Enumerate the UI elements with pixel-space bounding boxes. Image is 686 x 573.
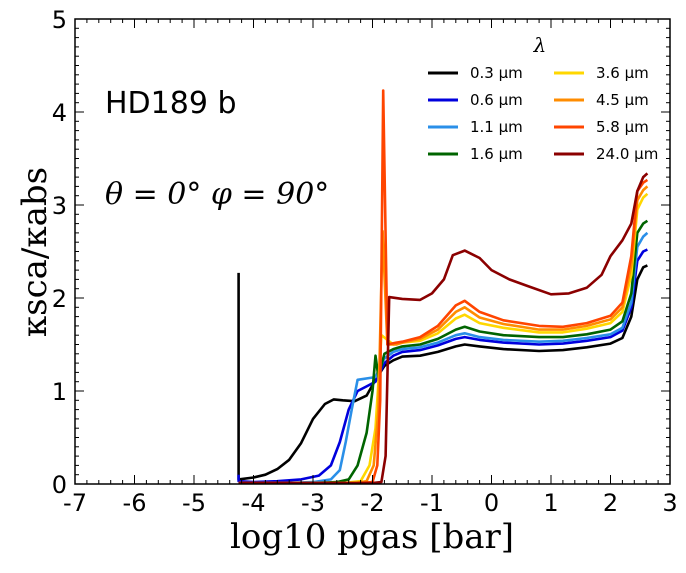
- series-line-2: [238, 231, 649, 485]
- legend: λ 0.3 μm 0.6 μm 1.1 μm 1.6 μm 3.6 μm 4.5 μm 5.…: [428, 33, 658, 163]
- legend-label: 1.6 μm: [470, 145, 523, 163]
- x-tick-label: -2: [361, 489, 385, 517]
- series-line-6: [238, 89, 649, 485]
- x-tick-label: -6: [123, 489, 147, 517]
- planet-annotation: HD189 b: [105, 86, 237, 121]
- legend-label: 0.3 μm: [470, 64, 523, 82]
- angles-annotation: θ = 0° φ = 90°: [105, 177, 329, 212]
- series-line-3: [238, 219, 649, 485]
- x-tick-label: 1: [543, 489, 558, 517]
- x-tick-label: 0: [484, 489, 499, 517]
- legend-label: 24.0 μm: [596, 145, 658, 163]
- x-tick-label: 2: [603, 489, 618, 517]
- series-line-1: [237, 248, 648, 484]
- legend-label: 5.8 μm: [596, 118, 649, 136]
- y-tick-label: 2: [52, 285, 67, 313]
- x-tick-label: 3: [662, 489, 677, 517]
- plot-area: [75, 19, 670, 484]
- series-layer: [237, 89, 649, 485]
- series-line-7: [238, 172, 649, 485]
- legend-label: 4.5 μm: [596, 91, 649, 109]
- y-tick-label: 5: [52, 6, 67, 34]
- y-tick-label: 3: [52, 192, 67, 220]
- tick-layer: [74, 18, 671, 485]
- tick-label-layer: -7 -6 -5 -4 -3 -2 -1 0 1 2 3 0 1 2 3 4 5: [52, 6, 678, 517]
- legend-label: 3.6 μm: [596, 64, 649, 82]
- x-tick-label: -1: [420, 489, 444, 517]
- x-axis-label: log10 pgas [bar]: [230, 517, 514, 557]
- x-tick-label: -7: [63, 489, 87, 517]
- x-tick-label: -5: [182, 489, 206, 517]
- series-line-0: [237, 264, 648, 481]
- legend-label: 0.6 μm: [470, 91, 523, 109]
- legend-title: λ: [533, 33, 547, 57]
- y-tick-label: 4: [52, 99, 67, 127]
- y-tick-label: 0: [52, 471, 67, 499]
- x-tick-label: -3: [301, 489, 325, 517]
- legend-label: 1.1 μm: [470, 118, 523, 136]
- y-axis-label: κsca/κabs: [15, 167, 55, 337]
- y-tick-label: 1: [52, 378, 67, 406]
- x-tick-label: -4: [242, 489, 266, 517]
